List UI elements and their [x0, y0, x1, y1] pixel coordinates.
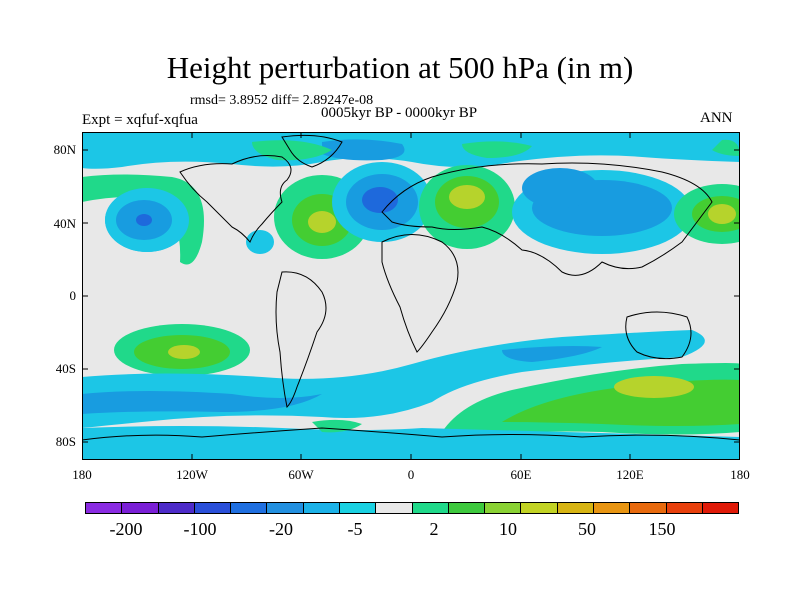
south-indian-blue-core — [502, 346, 602, 362]
colorbar-label-minus-100: -100 — [183, 519, 217, 539]
colorbar-segment-7 — [339, 503, 377, 513]
colorbar-segment-12 — [521, 503, 558, 513]
colorbar-segment-10 — [448, 503, 486, 513]
colorbar-segment-15 — [630, 503, 667, 513]
eurasian-high-core — [449, 185, 485, 209]
colorbar — [85, 502, 739, 514]
antarctic-green-patch — [312, 419, 362, 433]
lon-tick-60e: 60E — [510, 467, 532, 482]
colorbar-label-50: 50 — [578, 519, 596, 539]
central-asian-low-core — [522, 168, 598, 208]
lon-tick-180w: 180 — [72, 467, 92, 482]
colorbar-segment-11 — [485, 503, 522, 513]
colorbar-segment-6 — [303, 503, 340, 513]
experiment-label: Expt = xqfuf-xqfua — [82, 112, 198, 128]
colorbar-segment-3 — [194, 503, 232, 513]
colorbar-segment-14 — [593, 503, 631, 513]
coastline-australia — [625, 311, 692, 360]
period-label: 0005kyr BP - 0000kyr BP — [321, 105, 478, 121]
coastline-south-america — [275, 271, 327, 409]
colorbar-label-2: 2 — [429, 519, 439, 539]
lat-tick-80n: 80N — [53, 142, 76, 157]
north-atlantic-high-core — [308, 211, 336, 233]
colorbar-label-minus-5: -5 — [347, 519, 363, 539]
south-pacific-high-core — [168, 345, 200, 359]
season-label: ANN — [700, 110, 733, 126]
east-atlantic-low-core — [362, 187, 398, 213]
height-perturbation-map — [82, 132, 740, 460]
colorbar-label-minus-20: -20 — [269, 519, 293, 539]
arctic-green-patch-east — [462, 141, 532, 158]
rmsd-diff-stats: rmsd= 3.8952 diff= 2.89247e-08 — [190, 93, 374, 108]
nw-pacific-high-core — [708, 204, 736, 224]
lat-tick-equator: 0 — [69, 288, 77, 303]
lon-tick-180e: 180 — [730, 467, 750, 482]
colorbar-label-10: 10 — [499, 519, 517, 539]
colorbar-segment-13 — [557, 503, 594, 513]
coastline-africa — [381, 234, 459, 353]
colorbar-segment-17 — [702, 503, 739, 513]
colorbar-label-150: 150 — [648, 519, 676, 539]
arctic-blue-band — [82, 132, 740, 169]
lon-tick-120w: 120W — [176, 467, 208, 482]
lon-tick-60w: 60W — [288, 467, 314, 482]
lat-tick-80s: 80S — [55, 434, 76, 449]
coastline-eurasia — [381, 162, 713, 276]
coastline-greenland — [281, 134, 343, 168]
colorbar-segment-2 — [158, 503, 195, 513]
coastline-antarctica — [82, 427, 740, 441]
colorbar-label-minus-200: -200 — [109, 519, 143, 539]
lat-tick-40n: 40N — [53, 216, 76, 231]
colorbar-segment-5 — [267, 503, 304, 513]
colorbar-segment-8 — [376, 503, 413, 513]
lon-tick-0: 0 — [407, 467, 415, 482]
arctic-blue-core — [322, 139, 405, 161]
map-title: Height perturbation at 500 hPa (in m) — [166, 50, 634, 85]
arctic-green-patch-far-east — [712, 139, 740, 156]
southern-high-core — [614, 376, 694, 398]
map-frame — [82, 132, 740, 460]
colorbar-segment-9 — [412, 503, 449, 513]
southern-ocean-blue-core — [82, 391, 322, 414]
colorbar-segment-0 — [86, 503, 123, 513]
colorbar-segment-16 — [666, 503, 703, 513]
colorbar-segment-4 — [231, 503, 268, 513]
colorbar-segment-1 — [122, 503, 159, 513]
antarctic-blue-strip — [82, 426, 740, 460]
north-pacific-low-center-overlay — [136, 214, 152, 226]
coastline-north-america — [179, 155, 292, 243]
lat-tick-40s: 40S — [55, 361, 76, 376]
lon-tick-120e: 120E — [616, 467, 644, 482]
